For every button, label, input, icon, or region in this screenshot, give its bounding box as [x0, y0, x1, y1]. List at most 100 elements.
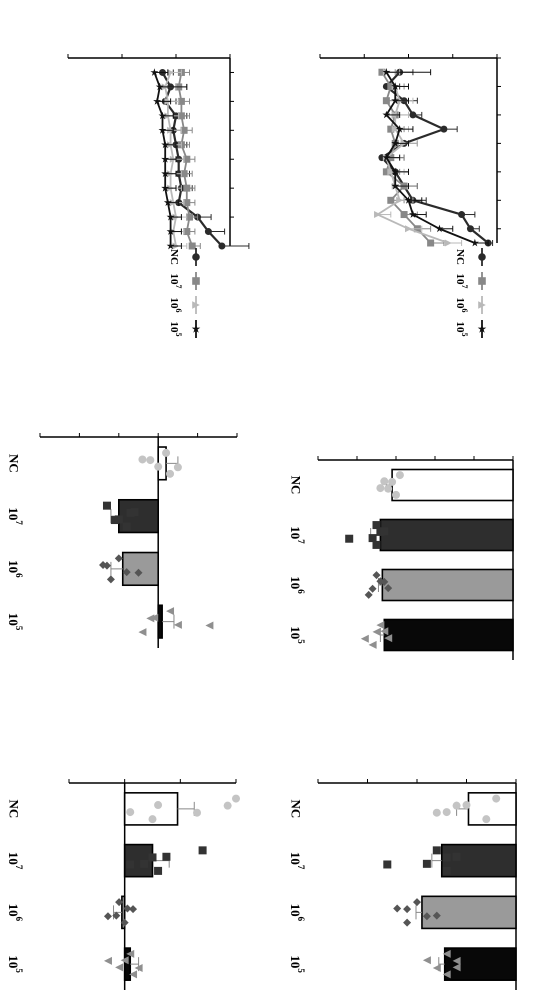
- legend-label: 105: [168, 322, 184, 337]
- legend-swatch-marker: [192, 301, 200, 309]
- category-label: 106: [7, 560, 25, 578]
- data-point: [148, 815, 157, 824]
- data-point: [368, 534, 377, 543]
- data-point: [372, 627, 381, 636]
- legend-swatch-marker: [478, 253, 486, 261]
- bar-group-3: [138, 604, 214, 639]
- data-point: [404, 196, 413, 204]
- data-point: [173, 620, 182, 629]
- data-point: [232, 794, 240, 803]
- legend-swatch-marker: [478, 277, 486, 285]
- bar-group-3: [360, 618, 514, 652]
- legend-label: 107: [168, 274, 184, 289]
- category-label: 105: [7, 955, 25, 973]
- data-point: [129, 970, 138, 979]
- bar-group-2: [99, 551, 159, 587]
- data-point: [413, 898, 421, 907]
- data-point: [180, 126, 188, 134]
- data-point: [380, 477, 389, 486]
- data-point: [153, 97, 162, 105]
- data-point: [130, 508, 139, 517]
- data-point: [166, 469, 175, 478]
- bar-group-1: [345, 518, 514, 552]
- data-point: [427, 239, 435, 247]
- data-point: [177, 97, 185, 105]
- data-point: [223, 801, 232, 810]
- data-point: [492, 794, 501, 803]
- data-point: [442, 853, 451, 862]
- data-point: [403, 905, 412, 914]
- bar: [391, 468, 514, 502]
- data-point: [462, 801, 471, 810]
- bar-group-0: [432, 792, 517, 826]
- data-point: [183, 228, 191, 236]
- data-point: [392, 490, 400, 499]
- bar-group-2: [103, 895, 138, 930]
- data-point: [444, 239, 452, 247]
- data-point: [360, 634, 369, 643]
- data-point: [126, 808, 135, 817]
- data-point: [440, 125, 448, 133]
- data-point: [387, 196, 395, 204]
- data-point: [432, 911, 441, 920]
- bar: [443, 947, 517, 981]
- data-point: [458, 211, 466, 219]
- data-point: [158, 126, 167, 134]
- data-point: [391, 181, 400, 190]
- category-label: 105: [289, 955, 307, 973]
- legend-label: 107: [454, 274, 470, 289]
- data-point: [173, 463, 182, 472]
- data-point: [382, 168, 390, 176]
- data-point: [106, 575, 115, 584]
- bar-group-0: [376, 468, 514, 502]
- data-point: [442, 970, 451, 979]
- data-point: [422, 956, 431, 965]
- data-point: [391, 139, 400, 147]
- data-point: [205, 621, 214, 630]
- data-point: [391, 82, 400, 90]
- category-label: 107: [289, 852, 307, 870]
- data-point: [384, 484, 393, 493]
- bar-group-3: [103, 947, 143, 981]
- data-point: [126, 949, 135, 958]
- data-point: [146, 456, 155, 465]
- data-point: [384, 634, 393, 643]
- data-point: [391, 96, 400, 105]
- legend-label: 106: [454, 298, 470, 313]
- data-point: [166, 212, 175, 221]
- category-label: 106: [289, 576, 307, 594]
- data-point: [368, 584, 377, 593]
- data-point: [150, 68, 159, 76]
- legend-label: NC: [168, 249, 180, 265]
- data-point: [154, 866, 163, 875]
- data-point: [403, 918, 412, 927]
- panel-f: NC 107 106 105: [7, 779, 240, 990]
- data-point: [120, 918, 129, 927]
- data-point: [393, 904, 402, 913]
- data-point: [103, 912, 112, 921]
- data-point: [396, 196, 404, 204]
- data-point: [372, 521, 381, 530]
- data-point: [163, 198, 172, 206]
- series-3: [150, 68, 188, 250]
- bar-group-0: [138, 446, 182, 481]
- data-point: [138, 628, 147, 637]
- data-point: [161, 140, 170, 149]
- data-point: [452, 956, 461, 965]
- data-point: [183, 155, 191, 163]
- legend-swatch-marker: [191, 324, 201, 333]
- data-point: [452, 801, 461, 810]
- data-point: [387, 82, 395, 90]
- data-point: [112, 911, 121, 920]
- data-point: [405, 225, 412, 233]
- data-point: [442, 949, 451, 958]
- data-point: [435, 224, 444, 233]
- bar: [381, 568, 514, 602]
- data-point: [161, 184, 170, 192]
- data-point: [155, 82, 164, 91]
- data-point: [364, 590, 373, 599]
- data-point: [382, 110, 391, 119]
- bar-group-1: [123, 843, 207, 878]
- category-label: 107: [7, 852, 25, 870]
